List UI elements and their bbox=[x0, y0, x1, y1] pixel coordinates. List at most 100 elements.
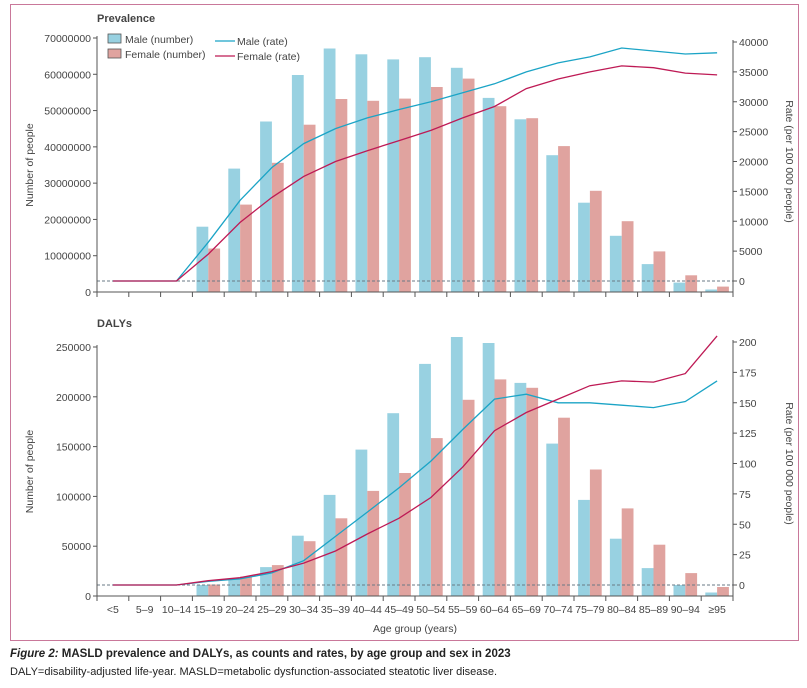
female-number-bar bbox=[240, 204, 252, 292]
x-tick-label: 75–79 bbox=[575, 604, 604, 616]
male-number-bar bbox=[228, 168, 241, 292]
male-number-bar bbox=[673, 585, 686, 596]
figure-label: Figure 2: bbox=[10, 648, 59, 660]
x-tick-label: 20–24 bbox=[225, 604, 254, 616]
left-y-axis-label: Number of people bbox=[24, 430, 36, 514]
figure-caption-note: DALY=disability-adjusted life-year. MASL… bbox=[10, 666, 498, 678]
right-y-tick-label: 50 bbox=[739, 519, 751, 531]
dalys-panel: DALYs 0 50000 100000 150000 200000 250000 Numbe… bbox=[24, 318, 795, 635]
male-number-bar bbox=[641, 264, 654, 292]
male-number-bar bbox=[450, 67, 463, 292]
x-tick-label: 90–94 bbox=[671, 604, 700, 616]
male-number-bar bbox=[482, 343, 495, 596]
prevalence-panel: Prevalence 0 10000000 20000000 30000000 40000… bbox=[24, 13, 795, 299]
female-number-bar bbox=[303, 541, 316, 596]
female-number-bar bbox=[367, 100, 380, 292]
x-tick-label: 30–34 bbox=[289, 604, 318, 616]
x-tick-label: 50–54 bbox=[416, 604, 445, 616]
male-number-bar bbox=[196, 585, 209, 596]
female-rate-line bbox=[112, 335, 718, 586]
left-y-tick-label: 20000000 bbox=[44, 214, 91, 226]
female-number-bar bbox=[399, 98, 411, 292]
right-y-tick-label: 35000 bbox=[739, 67, 768, 79]
right-y-tick-label: 75 bbox=[739, 489, 751, 501]
male-number-bar bbox=[546, 155, 559, 292]
right-y-tick-label: 100 bbox=[739, 459, 757, 471]
male-number-bar bbox=[419, 363, 431, 596]
male-number-bar bbox=[260, 121, 272, 292]
panel-title: Prevalence bbox=[97, 13, 155, 25]
female-number-bar bbox=[271, 565, 284, 596]
male-number-bar bbox=[482, 97, 495, 293]
female-number-bar bbox=[430, 438, 443, 596]
right-y-tick-label: 175 bbox=[739, 367, 757, 379]
female-number-bar bbox=[271, 162, 284, 292]
female-number-bar bbox=[589, 190, 602, 292]
female-number-bar bbox=[621, 221, 634, 292]
right-y-tick-label: 5000 bbox=[739, 246, 763, 258]
female-number-bar bbox=[367, 490, 380, 596]
left-y-tick-label: 0 bbox=[85, 591, 91, 603]
x-tick-label: 15–19 bbox=[194, 604, 223, 616]
male-number-bar bbox=[387, 59, 400, 293]
x-tick-label: 45–49 bbox=[384, 604, 413, 616]
female-number-bar bbox=[653, 251, 666, 292]
x-tick-label: 60–64 bbox=[480, 604, 509, 616]
male-number-bar bbox=[514, 382, 527, 596]
female-number-bar bbox=[685, 275, 698, 292]
female-number-bar bbox=[717, 587, 729, 596]
x-tick-label: 70–74 bbox=[543, 604, 572, 616]
right-y-tick-label: 25 bbox=[739, 550, 751, 562]
left-y-tick-label: 250000 bbox=[56, 342, 91, 354]
right-y-tick-label: 15000 bbox=[739, 186, 768, 198]
x-tick-label: 40–44 bbox=[353, 604, 382, 616]
male-number-bar bbox=[387, 413, 400, 596]
female-number-bar bbox=[335, 99, 348, 292]
left-y-tick-label: 50000 bbox=[62, 541, 91, 553]
x-tick-label: <5 bbox=[107, 604, 119, 616]
female-number-bar bbox=[526, 387, 539, 596]
right-y-tick-label: 125 bbox=[739, 428, 757, 440]
x-tick-label: 55–59 bbox=[448, 604, 477, 616]
female-number-bar bbox=[430, 87, 443, 292]
male-number-bar bbox=[578, 202, 590, 292]
male-number-bar bbox=[705, 289, 718, 292]
male-number-bar bbox=[291, 535, 304, 596]
right-y-tick-label: 150 bbox=[739, 398, 757, 410]
male-number-bar bbox=[260, 567, 272, 596]
male-number-bar bbox=[323, 494, 336, 596]
female-number-bar bbox=[558, 146, 570, 292]
panel-title: DALYs bbox=[97, 318, 132, 330]
female-number-bar bbox=[589, 469, 602, 596]
right-y-tick-label: 10000 bbox=[739, 216, 768, 228]
female-number-bar bbox=[621, 508, 634, 596]
x-tick-label: 80–84 bbox=[607, 604, 636, 616]
right-y-tick-label: 25000 bbox=[739, 127, 768, 139]
female-number-bar bbox=[208, 248, 221, 292]
female-number-bar bbox=[685, 573, 698, 596]
right-y-tick-label: 0 bbox=[739, 580, 745, 592]
female-number-bar bbox=[303, 124, 316, 292]
male-number-bar bbox=[228, 578, 241, 596]
female-number-bar bbox=[494, 379, 507, 596]
female-number-bar bbox=[462, 78, 475, 292]
figure-title: MASLD prevalence and DALYs, as counts an… bbox=[61, 648, 511, 660]
female-number-bar bbox=[653, 544, 666, 596]
figure-caption-title: Figure 2: MASLD prevalence and DALYs, as… bbox=[10, 648, 511, 660]
male-number-bar bbox=[705, 592, 718, 596]
male-number-bar bbox=[355, 54, 368, 292]
left-y-axis-label: Number of people bbox=[24, 123, 36, 207]
right-y-tick-label: 0 bbox=[739, 276, 745, 288]
x-tick-label: 35–39 bbox=[321, 604, 350, 616]
left-y-tick-label: 0 bbox=[85, 287, 91, 299]
left-y-tick-label: 50000000 bbox=[44, 106, 91, 118]
x-tick-label: 85–89 bbox=[639, 604, 668, 616]
female-number-bar bbox=[240, 576, 252, 596]
male-number-bar bbox=[609, 235, 622, 292]
male-number-bar bbox=[673, 282, 686, 292]
male-number-bar bbox=[291, 75, 304, 292]
x-tick-label: 5–9 bbox=[136, 604, 154, 616]
male-number-bar bbox=[514, 119, 527, 292]
female-number-bar bbox=[399, 473, 411, 596]
